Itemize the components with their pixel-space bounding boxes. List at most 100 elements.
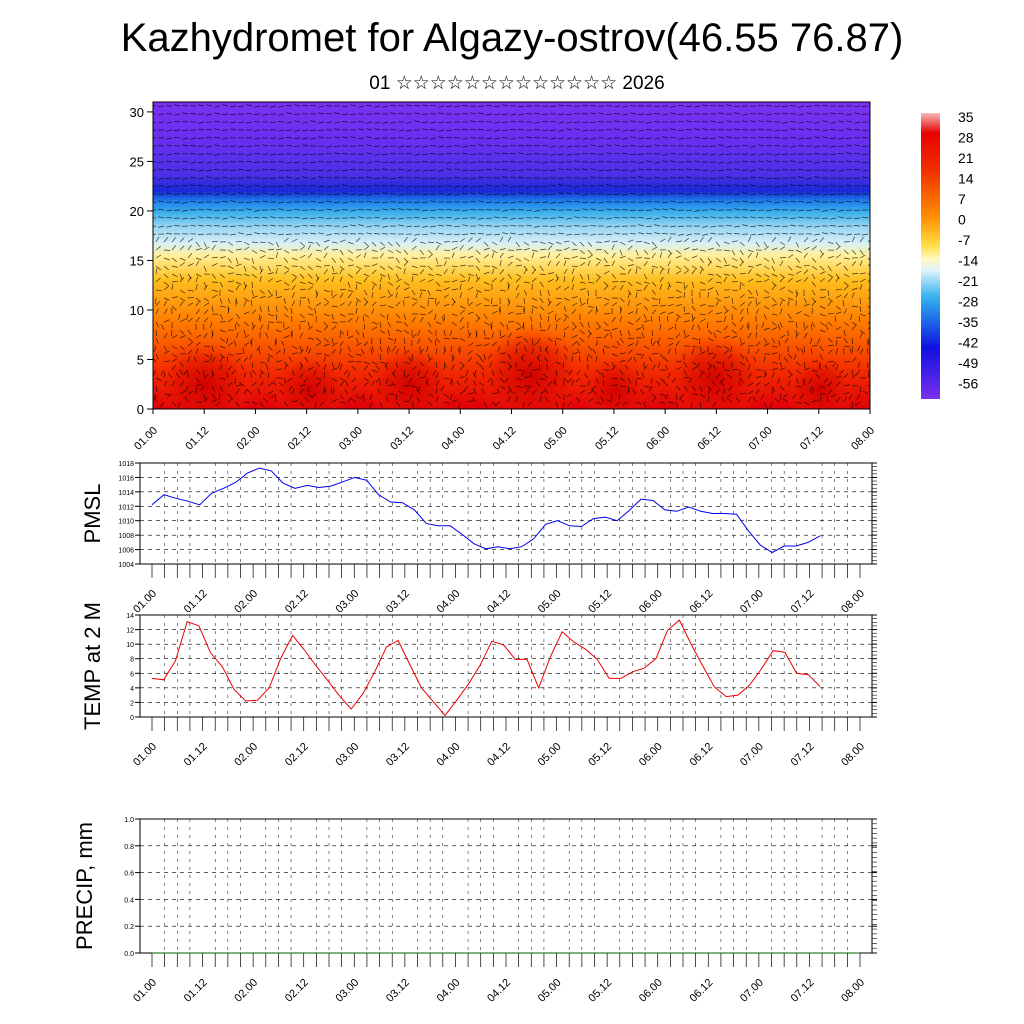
wind-barb <box>403 287 410 291</box>
wind-barb <box>222 217 229 220</box>
wind-barb <box>451 321 457 327</box>
heatmap-x-axis: 01.00 01.12 02.00 02.12 03.00 03.12 04.00 04.12… <box>132 409 877 453</box>
wind-barb <box>163 380 168 387</box>
wind-barb <box>157 113 165 116</box>
wind-barb <box>251 249 258 254</box>
wind-barb <box>347 293 353 299</box>
wind-barb <box>323 325 329 331</box>
wind-barb <box>227 297 231 304</box>
wind-barb <box>366 225 373 228</box>
wind-barb <box>800 348 805 355</box>
wind-barb <box>727 374 733 379</box>
wind-barb <box>487 377 493 383</box>
wind-barb <box>734 225 741 228</box>
wind-barb <box>405 145 413 147</box>
wind-barb <box>398 161 405 164</box>
wind-barb <box>723 345 730 350</box>
wind-barb <box>739 316 744 323</box>
wind-barb <box>453 128 461 131</box>
wind-barb <box>763 337 768 344</box>
wind-barb <box>371 345 374 352</box>
wind-barb <box>827 395 829 403</box>
wind-barb <box>547 337 553 343</box>
wind-barb <box>742 120 749 123</box>
wind-barb <box>611 361 615 368</box>
wind-barb <box>721 396 725 403</box>
wind-barb <box>781 225 789 228</box>
wind-barb <box>595 277 601 283</box>
wind-barb <box>259 380 264 387</box>
wind-barb <box>710 216 717 219</box>
wind-barb <box>753 356 757 363</box>
wind-barb <box>478 128 485 131</box>
wind-barb <box>701 145 709 147</box>
wind-barb <box>627 388 630 395</box>
wind-barb <box>573 200 581 203</box>
wind-barb <box>558 216 565 219</box>
wind-barb <box>523 268 528 275</box>
wind-barb <box>565 176 573 179</box>
wind-barb <box>493 225 501 227</box>
wind-barb <box>550 145 557 148</box>
wind-barb <box>494 152 501 155</box>
wind-barb <box>414 112 421 115</box>
wind-barb <box>723 349 729 355</box>
wind-barb <box>627 311 634 315</box>
wind-barb <box>214 153 221 156</box>
wind-barb <box>363 361 370 365</box>
wind-barb <box>342 184 349 187</box>
wind-barb <box>827 361 835 363</box>
wind-barb <box>226 372 229 379</box>
wind-barb <box>602 348 605 355</box>
wind-barb <box>643 385 650 388</box>
wind-barb <box>853 160 861 163</box>
wind-barb <box>211 240 218 243</box>
wind-barb <box>507 300 511 307</box>
wind-barb <box>243 342 250 347</box>
wind-barb <box>688 377 693 383</box>
wind-barb <box>549 105 557 107</box>
wind-barb <box>795 241 799 248</box>
wind-barb <box>259 249 266 253</box>
wind-barb <box>726 393 733 398</box>
wind-barb <box>582 177 589 180</box>
wind-barb <box>200 385 205 392</box>
wind-barb <box>523 337 529 343</box>
wind-barb <box>419 292 423 299</box>
wind-barb <box>587 345 593 351</box>
wind-barb <box>595 257 602 261</box>
wind-barb <box>699 385 703 392</box>
wind-barb <box>784 337 789 344</box>
wind-barb <box>454 168 461 171</box>
wind-barb <box>307 281 314 285</box>
wind-barb <box>838 209 845 212</box>
wind-barb <box>395 265 402 270</box>
wind-barb <box>499 385 506 390</box>
wind-barb <box>715 281 722 284</box>
wind-barb <box>515 336 522 339</box>
wind-barb <box>299 361 303 368</box>
wind-barb <box>571 296 578 299</box>
wind-barb <box>766 200 773 203</box>
wind-barb <box>645 201 653 203</box>
x-tick-label: 02.12 <box>286 425 314 453</box>
wind-barb <box>709 200 717 203</box>
wind-barb <box>293 216 301 219</box>
wind-barb <box>374 137 381 140</box>
wind-barb <box>531 269 536 275</box>
wind-barb <box>171 283 173 291</box>
wind-barb <box>710 184 717 187</box>
wind-barb <box>491 392 498 395</box>
x-tick-label: 07.00 <box>747 425 775 453</box>
wind-barb <box>766 160 773 163</box>
wind-barb <box>203 302 210 307</box>
wind-barb <box>587 289 589 297</box>
wind-barb <box>619 329 622 336</box>
wind-barb <box>443 377 450 380</box>
wind-barb <box>283 237 289 243</box>
wind-barb <box>707 273 714 276</box>
wind-barb <box>357 153 365 155</box>
wind-barb <box>774 169 781 172</box>
wind-barb <box>619 297 625 303</box>
